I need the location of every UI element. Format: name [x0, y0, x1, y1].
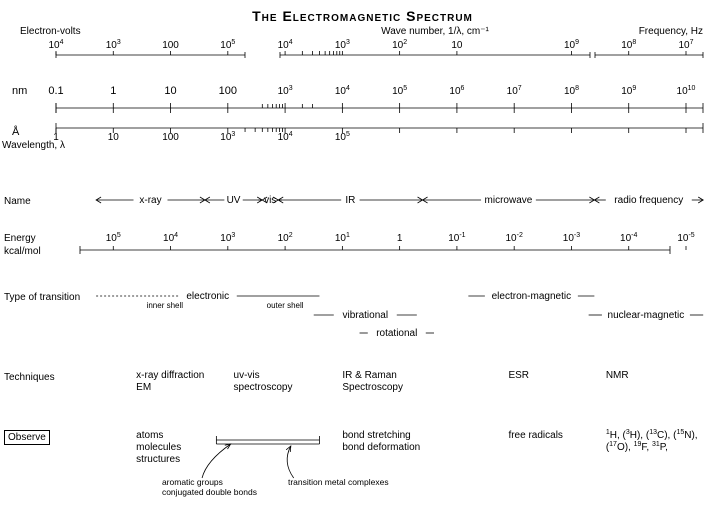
- svg-text:electron-magnetic: electron-magnetic: [492, 291, 571, 302]
- svg-text:108: 108: [621, 39, 636, 51]
- svg-text:1: 1: [110, 85, 116, 97]
- svg-text:conjugated double bonds: conjugated double bonds: [162, 487, 257, 497]
- svg-text:10: 10: [164, 85, 176, 97]
- svg-text:Energy: Energy: [4, 233, 36, 244]
- svg-text:10-3: 10-3: [563, 232, 580, 244]
- svg-text:105: 105: [106, 232, 121, 244]
- svg-text:nuclear-magnetic: nuclear-magnetic: [608, 310, 685, 321]
- svg-text:Spectroscopy: Spectroscopy: [342, 382, 403, 393]
- svg-text:Å: Å: [12, 125, 20, 138]
- svg-text:1H, (3H), (13C), (15N),: 1H, (3H), (13C), (15N),: [606, 429, 698, 441]
- svg-text:104: 104: [48, 39, 63, 51]
- svg-text:100: 100: [162, 40, 179, 51]
- svg-text:Electron-volts: Electron-volts: [20, 26, 81, 37]
- svg-text:108: 108: [564, 85, 579, 97]
- svg-text:transition metal complexes: transition metal complexes: [288, 477, 389, 487]
- svg-text:103: 103: [220, 232, 235, 244]
- svg-text:electronic: electronic: [186, 291, 229, 302]
- svg-text:103: 103: [106, 39, 121, 51]
- svg-text:molecules: molecules: [136, 442, 181, 453]
- svg-text:uv-vis: uv-vis: [234, 370, 260, 381]
- svg-text:105: 105: [220, 39, 235, 51]
- svg-text:NMR: NMR: [606, 370, 629, 381]
- svg-text:1: 1: [397, 233, 403, 244]
- svg-text:outer shell: outer shell: [267, 301, 304, 310]
- svg-text:kcal/mol: kcal/mol: [4, 246, 41, 257]
- svg-text:radio frequency: radio frequency: [614, 195, 683, 206]
- svg-text:10-5: 10-5: [677, 232, 694, 244]
- svg-text:EM: EM: [136, 382, 151, 393]
- svg-text:Name: Name: [4, 196, 31, 207]
- svg-text:Wave number, 1/λ, cm⁻¹: Wave number, 1/λ, cm⁻¹: [381, 26, 489, 37]
- svg-text:bond deformation: bond deformation: [342, 442, 420, 453]
- svg-text:104: 104: [335, 85, 350, 97]
- svg-text:(17O), 19F, 31P,: (17O), 19F, 31P,: [606, 441, 668, 453]
- svg-text:106: 106: [449, 85, 464, 97]
- svg-text:x-ray diffraction: x-ray diffraction: [136, 370, 204, 381]
- svg-text:vibrational: vibrational: [342, 310, 388, 321]
- svg-text:aromatic groups: aromatic groups: [162, 477, 223, 487]
- svg-text:bond stretching: bond stretching: [342, 430, 410, 441]
- svg-text:spectroscopy: spectroscopy: [234, 382, 293, 393]
- svg-text:10-4: 10-4: [620, 232, 637, 244]
- svg-text:0.1: 0.1: [48, 85, 63, 97]
- svg-text:rotational: rotational: [376, 328, 417, 339]
- svg-text:Techniques: Techniques: [4, 372, 55, 383]
- svg-text:UV: UV: [227, 195, 241, 206]
- svg-text:ESR: ESR: [508, 370, 529, 381]
- svg-text:109: 109: [564, 39, 579, 51]
- svg-text:Type of transition: Type of transition: [4, 292, 80, 303]
- svg-text:105: 105: [392, 85, 407, 97]
- svg-text:10-1: 10-1: [448, 232, 465, 244]
- svg-text:10: 10: [108, 132, 120, 143]
- svg-text:103: 103: [278, 85, 293, 97]
- svg-text:104: 104: [278, 39, 293, 51]
- observe-label: Observe: [4, 430, 50, 445]
- svg-text:IR: IR: [345, 195, 355, 206]
- svg-text:microwave: microwave: [485, 195, 533, 206]
- svg-text:atoms: atoms: [136, 430, 163, 441]
- svg-text:1010: 1010: [677, 85, 696, 97]
- svg-text:10-2: 10-2: [506, 232, 523, 244]
- svg-text:100: 100: [219, 85, 237, 97]
- svg-text:109: 109: [621, 85, 636, 97]
- svg-text:Frequency, Hz: Frequency, Hz: [639, 26, 703, 37]
- svg-text:103: 103: [335, 39, 350, 51]
- svg-text:101: 101: [335, 232, 350, 244]
- svg-text:free radicals: free radicals: [508, 430, 562, 441]
- svg-text:structures: structures: [136, 454, 180, 465]
- svg-text:104: 104: [278, 131, 293, 143]
- svg-text:inner shell: inner shell: [147, 301, 184, 310]
- svg-text:104: 104: [163, 232, 178, 244]
- svg-text:102: 102: [392, 39, 407, 51]
- svg-text:Wavelength, λ: Wavelength, λ: [2, 140, 65, 151]
- svg-text:102: 102: [278, 232, 293, 244]
- svg-text:103: 103: [220, 131, 235, 143]
- svg-text:x-ray: x-ray: [139, 195, 161, 206]
- svg-text:nm: nm: [12, 85, 27, 97]
- svg-text:IR & Raman: IR & Raman: [342, 370, 396, 381]
- svg-text:10: 10: [451, 40, 463, 51]
- svg-text:105: 105: [335, 131, 350, 143]
- svg-text:107: 107: [507, 85, 522, 97]
- svg-text:vis: vis: [264, 195, 276, 206]
- spectrum-diagram: Electron-volts 104 103 100 Wave number, 1/λ,…: [0, 0, 725, 512]
- svg-text:107: 107: [678, 39, 693, 51]
- svg-text:100: 100: [162, 132, 179, 143]
